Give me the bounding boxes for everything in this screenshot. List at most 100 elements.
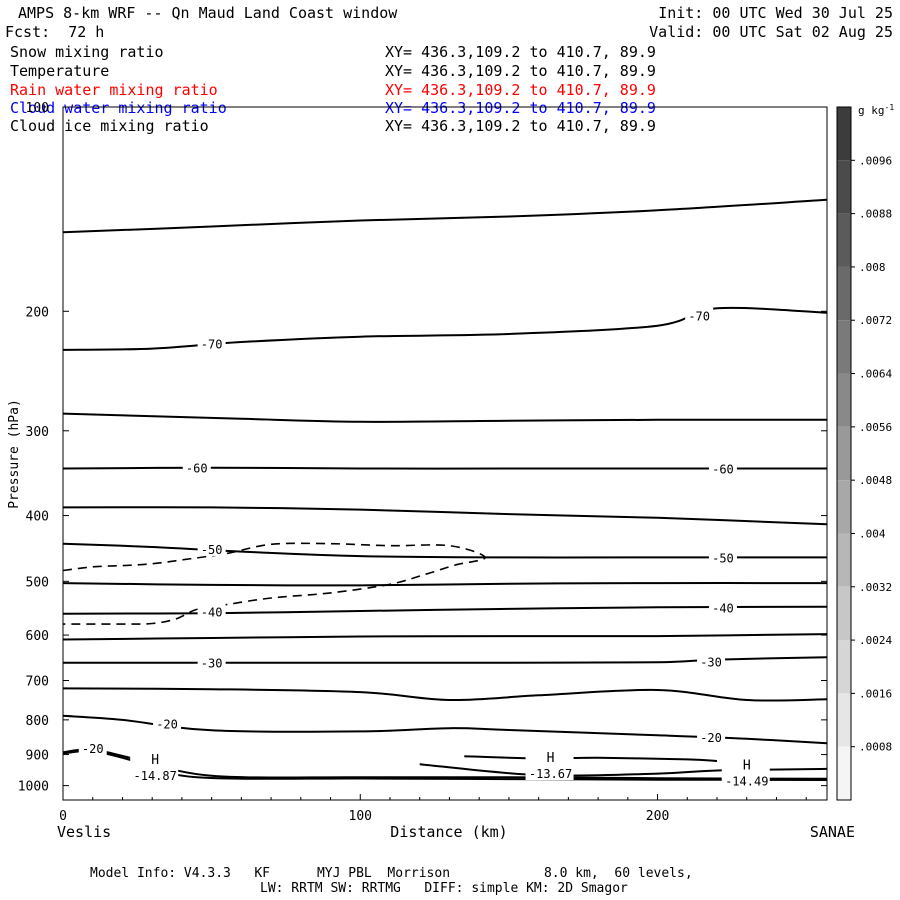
y-tick-label: 800: [26, 714, 49, 729]
isotherm-line: [62, 633, 828, 641]
colorbar-tick-label: .0032: [859, 581, 892, 594]
contour-label-bg: [685, 307, 714, 323]
contour-label-bg: [708, 549, 737, 565]
colorbar-frame: [836, 106, 852, 801]
colorbar-swatch: [837, 640, 851, 694]
field-name: Rain water mixing ratio: [10, 81, 218, 99]
left-endpoint-label: Veslis: [57, 823, 111, 841]
high-marker-value: -14.87: [134, 769, 177, 783]
contour-label-bg: [708, 599, 737, 615]
high-marker-symbol: H: [547, 751, 555, 766]
high-marker-bg: [525, 750, 574, 781]
contour-label-layer: -70 -70 -60 -60 -50 -50 -40 -40 -30 -30 -20 -20 -20: [78, 307, 737, 756]
plot-frame: [62, 106, 828, 801]
contour-label: -50: [201, 543, 223, 557]
colorbar-swatch: [837, 693, 851, 747]
isotherm-line: [62, 687, 828, 702]
isotherm-line: [62, 605, 828, 615]
colorbar-tick-label: .0064: [859, 368, 892, 381]
isotherm-line: [62, 748, 828, 780]
y-axis-label: Pressure (hPa): [7, 399, 22, 509]
colorbar-tick-label: .0048: [859, 474, 892, 487]
field-xy: XY= 436.3,109.2 to 410.7, 89.9: [385, 81, 656, 99]
header-fcst: Fcst: 72 h: [5, 23, 104, 41]
y-tick-label: 300: [26, 425, 49, 440]
contour-label: -40: [201, 606, 223, 620]
field-xy: XY= 436.3,109.2 to 410.7, 89.9: [385, 99, 656, 117]
contour-label: -20: [156, 718, 178, 732]
colorbar-swatch: [837, 480, 851, 534]
footer-line-1: Model Info: V4.3.3 KF MYJ PBL Morrison 8…: [90, 866, 693, 881]
contour-label: -60: [712, 463, 734, 477]
field-xy: XY= 436.3,109.2 to 410.7, 89.9: [385, 117, 656, 135]
high-markers: H-14.87H-13.67H-14.49: [130, 750, 770, 788]
isotherm-line: [464, 755, 718, 762]
colorbar-swatch: [837, 213, 851, 267]
colorbar-swatch: [837, 533, 851, 587]
colorbar-tick-label: .004: [859, 527, 886, 540]
high-marker-value: -13.67: [529, 767, 572, 781]
y-axis: 100 200 300 400 500 600 700 800 900 1000: [18, 101, 827, 795]
right-endpoint-label: SANAE: [810, 823, 855, 841]
colorbar-swatch: [837, 746, 851, 800]
contour-label-bg: [197, 654, 226, 670]
contour-label-bg: [708, 460, 737, 476]
header-title: AMPS 8-km WRF -- Qn Maud Land Coast wind…: [18, 4, 398, 22]
header-valid: Valid: 00 UTC Sat 02 Aug 25: [649, 23, 893, 41]
contour-label-bg: [197, 540, 226, 556]
contour-label: -20: [700, 731, 722, 745]
footer-line-2: LW: RRTM SW: RRTMG DIFF: simple KM: 2D S…: [260, 881, 628, 896]
colorbar-tick-label: .008: [859, 261, 886, 274]
contour-label-bg: [197, 335, 226, 351]
x-axis-label: Distance (km): [390, 823, 507, 841]
colorbar-swatch: [837, 373, 851, 427]
contour-label: -50: [712, 551, 734, 565]
colorbar-swatch: [837, 107, 851, 161]
contour-label: -30: [201, 657, 223, 671]
isotherm-line: [62, 198, 828, 234]
x-tick-label: 100: [349, 809, 372, 824]
colorbar-tick-label: .0008: [859, 741, 892, 754]
contour-label: -20: [82, 742, 104, 756]
header-init: Init: 00 UTC Wed 30 Jul 25: [658, 4, 893, 22]
field-name: Cloud water mixing ratio: [10, 99, 227, 117]
contour-layer: [62, 198, 828, 781]
y-tick-label: 900: [26, 749, 49, 764]
colorbar-swatch: [837, 320, 851, 374]
high-marker-symbol: H: [151, 753, 159, 768]
high-marker-value: -14.49: [725, 774, 768, 788]
colorbar-swatch: [837, 586, 851, 641]
contour-label: -30: [700, 655, 722, 669]
field-xy: XY= 436.3,109.2 to 410.7, 89.9: [385, 62, 656, 80]
colorbar-unit-exponent: -1: [885, 103, 895, 112]
isotherm-line: [62, 412, 828, 423]
colorbar-tick-label: .0088: [859, 208, 892, 221]
contour-label-bg: [153, 715, 182, 731]
contour-label-bg: [182, 459, 211, 475]
y-tick-label: 400: [26, 510, 49, 525]
isotherm-line: [62, 506, 828, 526]
high-marker-bg: [721, 757, 770, 788]
high-marker-symbol: H: [743, 758, 751, 773]
field-name: Snow mixing ratio: [10, 43, 164, 61]
colorbar-tick-label: .0072: [859, 314, 892, 327]
y-tick-label: 1000: [18, 780, 49, 795]
high-marker-bg: [130, 751, 179, 782]
colorbar: .0096 .0088 .008 .0072 .0064 .0056 .0048 .004 .0…: [836, 106, 892, 801]
y-tick-label: 100: [26, 101, 49, 116]
mixing-ratio-contour: [62, 542, 486, 625]
x-tick-label: 200: [646, 809, 669, 824]
isotherm-line: [62, 542, 827, 559]
field-xy: XY= 436.3,109.2 to 410.7, 89.9: [385, 43, 656, 61]
colorbar-swatch: [837, 160, 851, 214]
field-name: Temperature: [10, 62, 109, 80]
field-name: Cloud ice mixing ratio: [10, 117, 209, 135]
y-tick-label: 200: [26, 305, 49, 320]
colorbar-tick-label: .0096: [859, 154, 892, 167]
colorbar-tick-label: .0016: [859, 687, 892, 700]
y-tick-label: 700: [26, 675, 49, 690]
colorbar-swatch: [837, 426, 851, 481]
x-tick-label: 0: [59, 809, 67, 824]
contour-label: -40: [712, 601, 734, 615]
